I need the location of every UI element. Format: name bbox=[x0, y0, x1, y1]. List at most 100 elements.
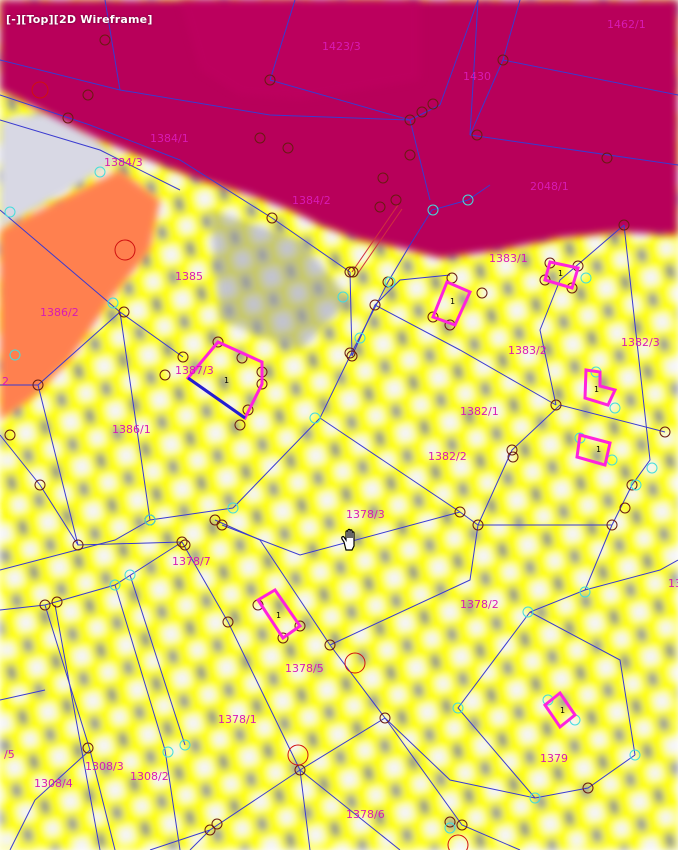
vertex-marker bbox=[472, 519, 484, 531]
building-label: 1 bbox=[596, 445, 601, 454]
control-marker bbox=[124, 569, 136, 581]
vertex-marker bbox=[234, 419, 246, 431]
parcel-label: 1308/4 bbox=[34, 777, 73, 790]
vertex-marker bbox=[427, 311, 439, 323]
parcel-label: 1382/1 bbox=[460, 405, 499, 418]
vertex-marker bbox=[344, 266, 356, 278]
control-marker bbox=[107, 297, 119, 309]
parcel-label: 1379 bbox=[540, 752, 568, 765]
building-labels: 1 1 1 1 1 1 1 bbox=[224, 269, 601, 715]
building-label: 1 bbox=[224, 376, 229, 385]
vertex-marker bbox=[444, 816, 456, 828]
parcel-label: 1386/2 bbox=[40, 306, 79, 319]
vertex-marker bbox=[254, 132, 266, 144]
parcel-label: 2 bbox=[2, 375, 9, 388]
vertex-marker bbox=[506, 444, 518, 456]
vertex-marker bbox=[34, 479, 46, 491]
building-label: 1 bbox=[594, 385, 599, 394]
control-marker bbox=[462, 194, 474, 206]
vertex-marker bbox=[264, 74, 276, 86]
parcel-label: 1378/5 bbox=[285, 662, 324, 675]
vertex-marker bbox=[582, 782, 594, 794]
control-marker bbox=[227, 502, 239, 514]
vertex-marker bbox=[212, 336, 224, 348]
control-marker bbox=[629, 749, 641, 761]
vertex-marker bbox=[211, 818, 223, 830]
vertex-marker bbox=[344, 347, 356, 359]
building-outline bbox=[583, 368, 618, 407]
control-marker bbox=[529, 792, 541, 804]
vertex-marker bbox=[222, 616, 234, 628]
vertex-marker bbox=[619, 502, 631, 514]
parcel-label: 13 bbox=[668, 577, 678, 590]
vertex-marker bbox=[118, 306, 130, 318]
control-marker bbox=[646, 462, 658, 474]
vertex-marker bbox=[51, 596, 63, 608]
control-marker bbox=[94, 166, 106, 178]
vertex-marker bbox=[374, 201, 386, 213]
vertex-marker bbox=[476, 287, 488, 299]
vertex-marker bbox=[379, 712, 391, 724]
viewport-label[interactable]: [-][Top][2D Wireframe] bbox=[6, 13, 153, 26]
control-marker bbox=[580, 272, 592, 284]
vertex-marker bbox=[507, 451, 519, 463]
survey-points bbox=[31, 81, 469, 850]
parcel-label: 1462/1 bbox=[607, 18, 646, 31]
building-outline bbox=[255, 588, 303, 641]
vertex-marker bbox=[266, 212, 278, 224]
vertex-marker bbox=[427, 98, 439, 110]
vertex-marker bbox=[39, 599, 51, 611]
parcel-label: 1378/7 bbox=[172, 555, 211, 568]
parcel-label: 1384/3 bbox=[104, 156, 143, 169]
hand-pan-icon bbox=[341, 528, 355, 551]
vertex-marker bbox=[62, 112, 74, 124]
parcel-label: 1387/3 bbox=[175, 364, 214, 377]
control-marker bbox=[162, 746, 174, 758]
vertex-marker bbox=[99, 34, 111, 46]
parcel-label: 1386/1 bbox=[112, 423, 151, 436]
vertex-marker bbox=[204, 824, 216, 836]
vertex-marker bbox=[390, 194, 402, 206]
parcel-label: /5 bbox=[4, 748, 15, 761]
vertex-marker bbox=[346, 350, 358, 362]
vertex-marker bbox=[82, 89, 94, 101]
control-marker bbox=[337, 291, 349, 303]
building-outline bbox=[185, 340, 264, 421]
vertex-marker bbox=[369, 299, 381, 311]
control-marker bbox=[9, 349, 21, 361]
vertex-marker bbox=[456, 819, 468, 831]
control-marker bbox=[609, 402, 621, 414]
building-label: 1 bbox=[558, 269, 563, 278]
control-marker bbox=[522, 606, 534, 618]
building-label: 1 bbox=[560, 706, 565, 715]
parcel-label: 1383/1 bbox=[489, 252, 528, 265]
vertex-marker bbox=[404, 149, 416, 161]
control-marker bbox=[444, 822, 456, 834]
parcel-label: 1385 bbox=[175, 270, 203, 283]
control-marker bbox=[579, 586, 591, 598]
vertex-marker bbox=[471, 129, 483, 141]
control-marker bbox=[452, 702, 464, 714]
parcel-label: 1382/2 bbox=[428, 450, 467, 463]
parcel-label: 1378/6 bbox=[346, 808, 385, 821]
building-outline bbox=[543, 260, 580, 290]
vertex-marker bbox=[377, 172, 389, 184]
vertex-marker bbox=[659, 426, 671, 438]
parcel-labels: 1423/3 1462/1 1430 1384/1 1384/3 1384/2 2048/1… bbox=[2, 18, 678, 821]
parcel-label: 2048/1 bbox=[530, 180, 569, 193]
control-marker bbox=[109, 579, 121, 591]
vertex-marker bbox=[277, 632, 289, 644]
parcel-label: 1308/2 bbox=[130, 770, 169, 783]
building-outline bbox=[431, 280, 472, 327]
parcel-label: 1430 bbox=[463, 70, 491, 83]
vertex-marker bbox=[601, 152, 613, 164]
vertex-marker bbox=[72, 539, 84, 551]
parcel-label: 1378/2 bbox=[460, 598, 499, 611]
vertex-marker bbox=[497, 54, 509, 66]
vertex-marker bbox=[179, 539, 191, 551]
building-label: 1 bbox=[276, 611, 281, 620]
parcel-label: 1382/3 bbox=[621, 336, 660, 349]
